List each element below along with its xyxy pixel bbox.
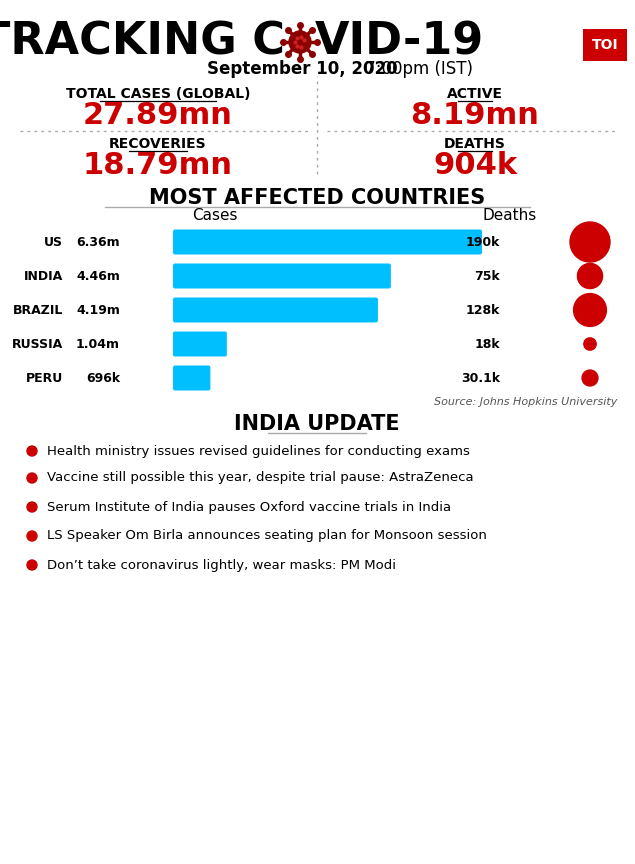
Circle shape [27,531,37,541]
Text: LS Speaker Om Birla announces seating plan for Monsoon session: LS Speaker Om Birla announces seating pl… [47,530,487,543]
Text: 190k: 190k [465,236,500,249]
Text: Health ministry issues revised guidelines for conducting exams: Health ministry issues revised guideline… [47,444,470,458]
Text: 4.19m: 4.19m [76,303,120,316]
Text: September 10, 2020: September 10, 2020 [207,60,398,78]
Circle shape [577,264,603,289]
Text: DEATHS: DEATHS [444,137,506,151]
FancyBboxPatch shape [173,297,378,322]
Circle shape [27,502,37,512]
FancyBboxPatch shape [173,264,391,289]
Text: VID-19: VID-19 [315,21,485,63]
Text: PERU: PERU [26,372,63,384]
Text: 18k: 18k [474,338,500,351]
Circle shape [584,338,596,350]
FancyBboxPatch shape [583,29,627,61]
Text: 18.79mn: 18.79mn [83,151,233,181]
Text: 128k: 128k [465,303,500,316]
Circle shape [27,446,37,456]
Text: 8.19mn: 8.19mn [411,101,540,130]
Text: TOI: TOI [592,38,618,52]
Text: 27.89mn: 27.89mn [83,101,233,130]
Text: 1.04m: 1.04m [76,338,120,351]
Text: 75k: 75k [474,270,500,283]
Text: INDIA UPDATE: INDIA UPDATE [234,414,400,434]
Text: 30.1k: 30.1k [461,372,500,384]
Text: ACTIVE: ACTIVE [447,87,503,101]
Circle shape [289,31,311,53]
Text: Deaths: Deaths [483,208,537,224]
Circle shape [573,294,606,327]
FancyBboxPatch shape [173,332,227,357]
Circle shape [570,222,610,262]
Text: INDIA: INDIA [23,270,63,283]
Text: Source: Johns Hopkins University: Source: Johns Hopkins University [434,397,617,407]
Text: RECOVERIES: RECOVERIES [109,137,207,151]
Text: 6.36m: 6.36m [76,236,120,249]
Text: RUSSIA: RUSSIA [12,338,63,351]
Text: BRAZIL: BRAZIL [13,303,63,316]
Text: TRACKING C: TRACKING C [0,21,285,63]
Text: 696k: 696k [86,372,120,384]
Text: TOTAL CASES (GLOBAL): TOTAL CASES (GLOBAL) [66,87,250,101]
Text: Cases: Cases [192,208,237,224]
Text: Don’t take coronavirus lightly, wear masks: PM Modi: Don’t take coronavirus lightly, wear mas… [47,558,396,571]
Text: 7:00pm (IST): 7:00pm (IST) [360,60,473,78]
Circle shape [582,370,598,386]
Text: 4.46m: 4.46m [76,270,120,283]
Text: 904k: 904k [433,151,517,181]
Text: Serum Institute of India pauses Oxford vaccine trials in India: Serum Institute of India pauses Oxford v… [47,500,451,513]
FancyBboxPatch shape [173,230,482,255]
FancyBboxPatch shape [173,365,210,391]
Circle shape [27,560,37,570]
Text: MOST AFFECTED COUNTRIES: MOST AFFECTED COUNTRIES [149,188,485,208]
Text: US: US [44,236,63,249]
Circle shape [27,473,37,483]
Text: Vaccine still possible this year, despite trial pause: AstraZeneca: Vaccine still possible this year, despit… [47,472,474,485]
